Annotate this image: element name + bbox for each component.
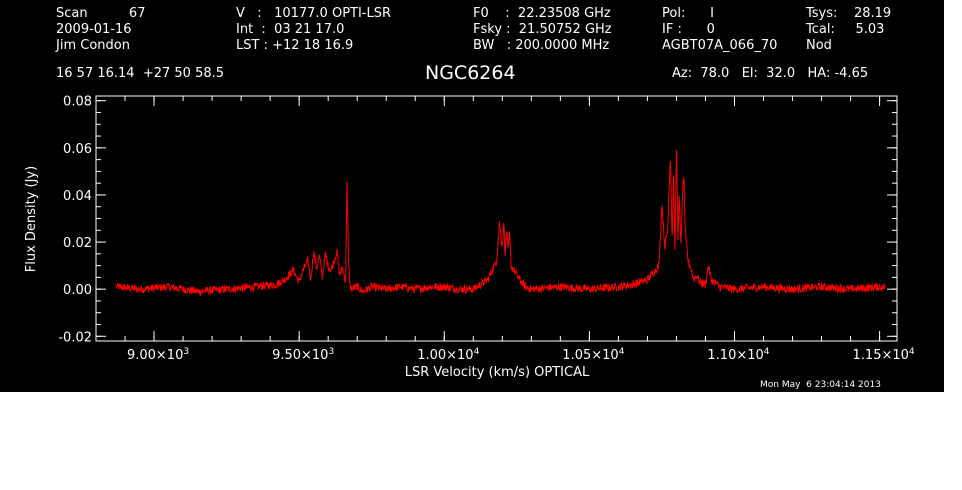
x-tick-label: 1.05×104 — [562, 347, 624, 363]
y-axis: -0.02 0.00 0.02 0.04 0.06 0.08 — [58, 95, 897, 345]
lst-info: LST : +12 18 16.9 — [236, 38, 354, 53]
x-axis: 9.00×103 9.50×103 1.00×104 1.05×104 1.10×104… — [95, 96, 915, 363]
x-tick-label: 9.00×103 — [127, 347, 189, 363]
integration-time: Int : 03 21 17.0 — [236, 22, 345, 37]
bandwidth: BW : 200.0000 MHz — [473, 38, 610, 53]
y-tick-label: 0.06 — [63, 142, 92, 157]
observer-name: Jim Condon — [56, 38, 130, 53]
plot-panel — [0, 0, 944, 392]
spectrum-chart: -0.02 0.00 0.02 0.04 0.06 0.08 9.00×103 9.50×1… — [24, 95, 915, 380]
rest-frequency: F0 : 22.23508 GHz — [473, 6, 611, 21]
x-tick-label: 1.10×104 — [707, 347, 769, 363]
x-axis-label: LSR Velocity (km/s) OPTICAL — [405, 365, 590, 380]
y-tick-label: 0.00 — [63, 283, 92, 298]
source-coordinates: 16 57 16.14 +27 50 58.5 — [56, 66, 225, 81]
observation-date: 2009-01-16 — [56, 22, 132, 37]
y-tick-label: -0.02 — [58, 330, 92, 345]
sky-frequency: Fsky : 21.50752 GHz — [473, 22, 612, 37]
y-tick-label: 0.08 — [63, 95, 92, 110]
if-number: IF : 0 — [662, 22, 715, 37]
x-tick-label: 1.00×104 — [417, 347, 479, 363]
project-id: AGBT07A_066_70 — [662, 38, 778, 53]
source-name: NGC6264 — [425, 62, 516, 84]
velocity-info: V : 10177.0 OPTI-LSR — [236, 6, 392, 21]
az-el-ha: Az: 78.0 El: 32.0 HA: -4.65 — [672, 66, 869, 81]
tcal-value: Tcal: 5.03 — [806, 22, 885, 37]
y-tick-label: 0.02 — [63, 236, 92, 251]
procedure-name: Nod — [806, 38, 832, 53]
x-tick-label: 9.50×103 — [272, 347, 334, 363]
spectrum-trace — [115, 149, 886, 298]
y-axis-label: Flux Density (Jy) — [24, 166, 39, 272]
scan-label: Scan 67 — [56, 6, 146, 21]
plot-timestamp: Mon May 6 23:04:14 2013 — [760, 380, 881, 390]
polarization: Pol: I — [662, 6, 714, 21]
y-tick-label: 0.04 — [63, 189, 92, 204]
plot-frame — [95, 95, 898, 342]
tsys-value: Tsys: 28.19 — [806, 6, 892, 21]
x-tick-label: 1.15×104 — [853, 347, 915, 363]
